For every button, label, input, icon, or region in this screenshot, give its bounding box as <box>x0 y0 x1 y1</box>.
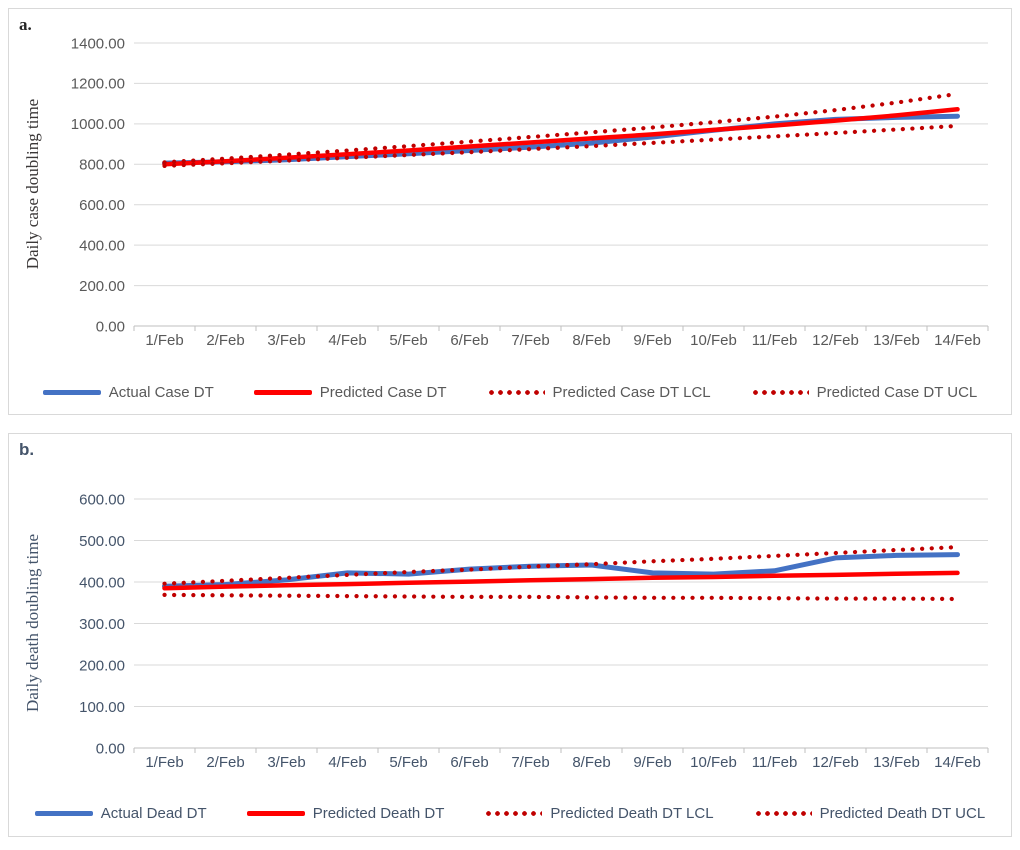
legend-item-predicted-case-dt-ucl: Predicted Case DT UCL <box>750 384 978 401</box>
dotted-line-swatch-icon <box>484 811 543 816</box>
y-tick-label: 100.00 <box>79 699 125 716</box>
series-line-predicted-death-dt <box>162 570 960 591</box>
x-tick-label: 1/Feb <box>145 332 183 349</box>
x-tick-label: 13/Feb <box>873 332 920 349</box>
y-tick-label: 1400.00 <box>71 35 125 52</box>
legend-death-chart: Actual Dead DT Predicted Death DT Predic… <box>9 805 1011 822</box>
y-axis-title-death: Daily death doubling time <box>23 534 42 712</box>
y-tick-label: 200.00 <box>79 657 125 674</box>
dotted-line-swatch-icon <box>753 811 812 816</box>
x-tick-label: 8/Feb <box>572 754 610 771</box>
y-tick-label: 0.00 <box>96 318 125 335</box>
x-tick-label: 9/Feb <box>633 754 671 771</box>
legend-label-actual-dead-dt: Actual Dead DT <box>100 805 207 822</box>
series-line-actual-dead-dt <box>162 552 960 589</box>
x-tick-label: 5/Feb <box>389 332 427 349</box>
x-tick-label: 6/Feb <box>450 754 488 771</box>
legend-label-predicted-death-dt-lcl: Predicted Death DT LCL <box>550 805 714 822</box>
y-tick-label: 1000.00 <box>71 116 125 133</box>
y-tick-label: 1200.00 <box>71 76 125 93</box>
y-tick-label: 300.00 <box>79 616 125 633</box>
x-tick-label: 3/Feb <box>267 332 305 349</box>
x-tick-label: 1/Feb <box>145 754 183 771</box>
y-tick-label: 600.00 <box>79 491 125 508</box>
panel-case-doubling-chart: a. Daily case doubling time 0.00 200.00 40… <box>8 8 1012 415</box>
legend-item-actual-dead-dt: Actual Dead DT <box>34 805 207 822</box>
legend-item-predicted-case-dt: Predicted Case DT <box>253 384 447 401</box>
panel-death-doubling-chart: b. Daily death doubling time 0.00 100.00 2… <box>8 433 1012 837</box>
series-line-predicted-case-dt-ucl <box>162 91 960 165</box>
legend-label-predicted-case-dt-ucl: Predicted Case DT UCL <box>816 384 978 401</box>
panel-label-b: b. <box>19 440 35 459</box>
x-tick-label: 2/Feb <box>206 332 244 349</box>
legend-item-predicted-death-dt: Predicted Death DT <box>246 805 445 822</box>
legend-label-predicted-death-dt-ucl: Predicted Death DT UCL <box>819 805 986 822</box>
panel-label-a: a. <box>19 15 32 34</box>
legend-label-actual-case-dt: Actual Case DT <box>108 384 214 401</box>
y-tick-label: 400.00 <box>79 574 125 591</box>
x-tick-label: 12/Feb <box>812 754 859 771</box>
case-doubling-line-chart: 0.00 200.00 400.00 600.00 800.00 1000.00 1200.… <box>71 35 989 349</box>
x-tick-label: 14/Feb <box>934 754 981 771</box>
x-tick-label: 7/Feb <box>511 754 549 771</box>
x-tick-label: 5/Feb <box>389 754 427 771</box>
x-tick-label: 10/Feb <box>690 332 737 349</box>
legend-item-predicted-death-dt-ucl: Predicted Death DT UCL <box>753 805 986 822</box>
y-axis-title-case: Daily case doubling time <box>23 98 42 270</box>
y-tick-label: 600.00 <box>79 197 125 214</box>
red-line-swatch-icon <box>253 390 312 395</box>
x-tick-label: 12/Feb <box>812 332 859 349</box>
dotted-line-swatch-icon <box>486 390 545 395</box>
red-line-swatch-icon <box>246 811 305 816</box>
x-tick-label: 6/Feb <box>450 332 488 349</box>
legend-case-chart: Actual Case DT Predicted Case DT Predict… <box>9 384 1011 401</box>
x-tick-label: 13/Feb <box>873 754 920 771</box>
dotted-line-swatch-icon <box>750 390 809 395</box>
series-line-predicted-case-dt-lcl <box>162 123 960 168</box>
y-tick-label: 400.00 <box>79 237 125 254</box>
x-tick-label: 7/Feb <box>511 332 549 349</box>
x-tick-label: 10/Feb <box>690 754 737 771</box>
x-tick-label: 3/Feb <box>267 754 305 771</box>
x-tick-label: 14/Feb <box>934 332 981 349</box>
y-tick-label: 500.00 <box>79 533 125 550</box>
x-tick-label: 2/Feb <box>206 754 244 771</box>
series-line-predicted-death-dt-lcl <box>162 592 960 602</box>
legend-item-predicted-case-dt-lcl: Predicted Case DT LCL <box>486 384 711 401</box>
x-tick-label: 8/Feb <box>572 332 610 349</box>
y-tick-label: 800.00 <box>79 157 125 174</box>
legend-label-predicted-case-dt: Predicted Case DT <box>319 384 447 401</box>
y-tick-label: 0.00 <box>96 740 125 757</box>
x-tick-label: 9/Feb <box>633 332 671 349</box>
y-tick-label: 200.00 <box>79 278 125 295</box>
series-line-predicted-case-dt <box>162 107 960 167</box>
legend-label-predicted-case-dt-lcl: Predicted Case DT LCL <box>552 384 711 401</box>
death-doubling-line-chart: 0.00 100.00 200.00 300.00 400.00 500.00 600.00… <box>79 491 989 771</box>
legend-label-predicted-death-dt: Predicted Death DT <box>312 805 445 822</box>
series-line-predicted-death-dt-ucl <box>162 544 960 586</box>
x-tick-label: 4/Feb <box>328 754 366 771</box>
x-tick-label: 11/Feb <box>752 332 798 349</box>
x-tick-label: 11/Feb <box>752 754 798 771</box>
blue-line-swatch-icon <box>42 390 101 395</box>
x-tick-label: 4/Feb <box>328 332 366 349</box>
legend-item-actual-case-dt: Actual Case DT <box>42 384 214 401</box>
blue-line-swatch-icon <box>34 811 93 816</box>
legend-item-predicted-death-dt-lcl: Predicted Death DT LCL <box>484 805 714 822</box>
